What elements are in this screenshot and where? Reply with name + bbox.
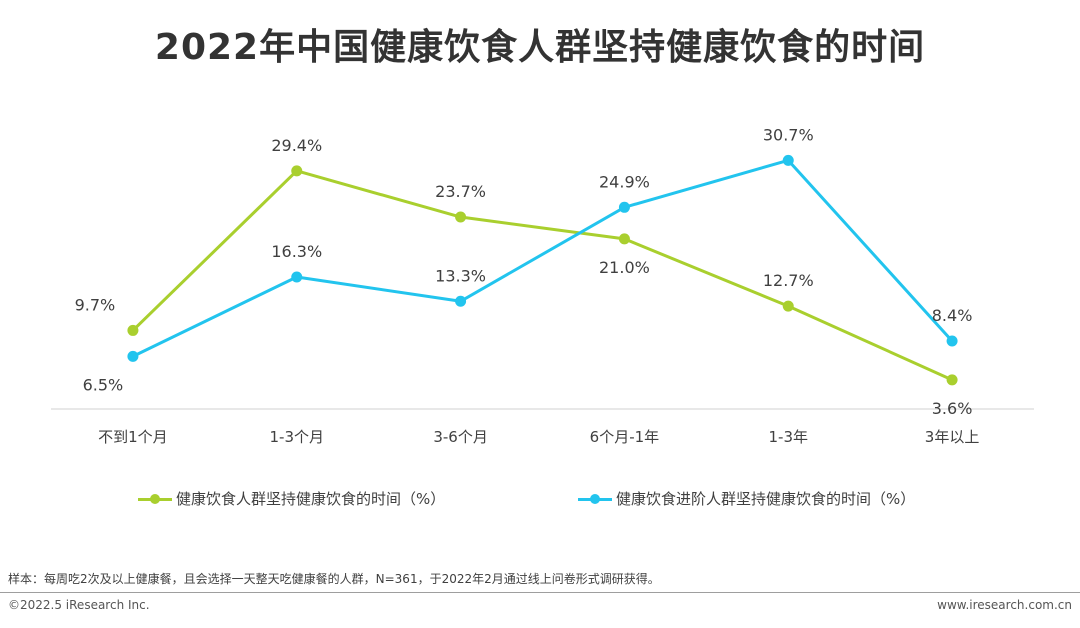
series-2-data-label: 13.3% bbox=[435, 266, 486, 285]
x-tick-label: 3-6个月 bbox=[433, 428, 488, 446]
series-2-point bbox=[127, 350, 139, 362]
series-2-point bbox=[946, 335, 958, 347]
x-tick-label: 不到1个月 bbox=[98, 428, 168, 446]
series-1-data-label: 3.6% bbox=[932, 399, 973, 418]
chart-legend: 健康饮食人群坚持健康饮食的时间（%） 健康饮食进阶人群坚持健康饮食的时间（%） bbox=[0, 488, 1080, 514]
legend-marker-series-2 bbox=[578, 492, 612, 506]
x-tick-label: 6个月-1年 bbox=[590, 428, 660, 446]
series-1-point bbox=[618, 233, 630, 245]
legend-item-series-1: 健康饮食人群坚持健康饮食的时间（%） bbox=[138, 488, 445, 509]
chart-title: 2022年中国健康饮食人群坚持健康饮食的时间 bbox=[154, 27, 926, 68]
legend-label-series-1: 健康饮食人群坚持健康饮食的时间（%） bbox=[176, 490, 446, 508]
series-2-data-label: 30.7% bbox=[763, 125, 814, 144]
legend-label-series-2: 健康饮食进阶人群坚持健康饮食的时间（%） bbox=[616, 490, 916, 508]
series-2-data-label: 16.3% bbox=[271, 242, 322, 261]
website: www.iresearch.com.cn bbox=[937, 598, 1072, 612]
legend-item-series-2: 健康饮食进阶人群坚持健康饮食的时间（%） bbox=[578, 488, 915, 509]
x-tick-label: 1-3年 bbox=[769, 428, 809, 446]
series-1-data-label: 23.7% bbox=[435, 182, 486, 201]
series-2-data-label: 6.5% bbox=[83, 375, 124, 394]
series-1-point bbox=[455, 211, 467, 223]
series-1-data-label: 9.7% bbox=[75, 295, 116, 314]
legend-marker-series-1 bbox=[138, 492, 172, 506]
x-tick-label: 1-3个月 bbox=[270, 428, 325, 446]
series-1-data-label: 29.4% bbox=[271, 136, 322, 155]
series-2-data-label: 8.4% bbox=[932, 306, 973, 325]
series-1-data-label: 12.7% bbox=[763, 271, 814, 290]
series-2-point bbox=[291, 271, 303, 283]
series-1-point bbox=[291, 165, 303, 177]
sample-note: 样本：每周吃2次及以上健康餐，且会选择一天整天吃健康餐的人群，N=361，于20… bbox=[8, 572, 660, 586]
series-2-data-label: 24.9% bbox=[599, 172, 650, 191]
series-1-line bbox=[131, 169, 953, 382]
series-1-point bbox=[782, 300, 794, 312]
x-tick-label: 3年以上 bbox=[925, 428, 980, 446]
series-2-point bbox=[455, 295, 467, 307]
series-1-data-label: 21.0% bbox=[599, 258, 650, 277]
footer-divider bbox=[0, 592, 1080, 593]
series-1-point bbox=[946, 374, 958, 386]
series-2-point bbox=[782, 154, 794, 166]
series-1-point bbox=[127, 324, 139, 336]
series-2-point bbox=[618, 201, 630, 213]
copyright: ©2022.5 iResearch Inc. bbox=[8, 598, 150, 612]
series-2-line bbox=[132, 158, 954, 358]
